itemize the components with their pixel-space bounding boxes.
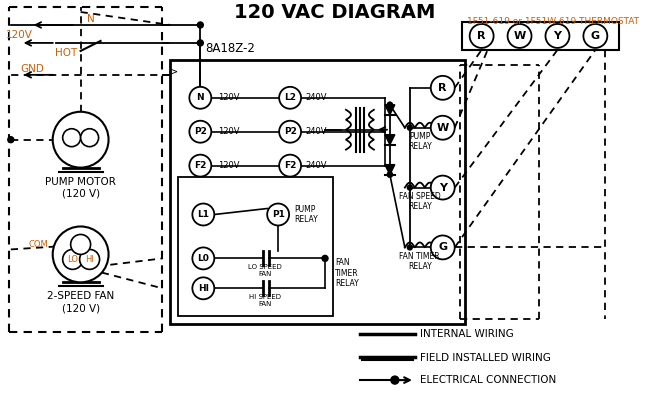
Circle shape bbox=[53, 227, 109, 282]
Text: 240V: 240V bbox=[305, 161, 326, 170]
Circle shape bbox=[387, 172, 393, 177]
Text: N: N bbox=[196, 93, 204, 102]
Polygon shape bbox=[385, 105, 395, 115]
Circle shape bbox=[190, 155, 211, 176]
Circle shape bbox=[407, 245, 412, 250]
Text: ELECTRICAL CONNECTION: ELECTRICAL CONNECTION bbox=[420, 375, 556, 385]
Circle shape bbox=[431, 176, 455, 199]
Text: P2: P2 bbox=[194, 127, 207, 136]
Text: INTERNAL WIRING: INTERNAL WIRING bbox=[420, 329, 513, 339]
Text: FAN
TIMER
RELAY: FAN TIMER RELAY bbox=[335, 259, 358, 288]
Text: F2: F2 bbox=[284, 161, 296, 170]
Text: FAN TIMER
RELAY: FAN TIMER RELAY bbox=[399, 252, 440, 271]
Text: LO: LO bbox=[67, 255, 78, 264]
Text: 120V: 120V bbox=[218, 127, 240, 136]
Circle shape bbox=[63, 129, 80, 147]
Circle shape bbox=[407, 185, 412, 190]
Text: P1: P1 bbox=[272, 210, 285, 219]
Text: LO SPEED
FAN: LO SPEED FAN bbox=[249, 264, 282, 277]
Circle shape bbox=[407, 125, 412, 130]
Circle shape bbox=[508, 24, 531, 48]
Circle shape bbox=[63, 249, 82, 269]
Text: G: G bbox=[591, 31, 600, 41]
Text: 240V: 240V bbox=[305, 93, 326, 102]
Circle shape bbox=[431, 116, 455, 140]
Circle shape bbox=[387, 102, 393, 107]
Text: R: R bbox=[438, 83, 447, 93]
Text: 120V: 120V bbox=[5, 30, 32, 40]
Circle shape bbox=[190, 87, 211, 109]
Text: W: W bbox=[513, 31, 526, 41]
Text: 2-SPEED FAN
(120 V): 2-SPEED FAN (120 V) bbox=[47, 292, 115, 313]
Circle shape bbox=[279, 121, 301, 143]
Bar bbox=[178, 176, 333, 316]
Text: COM: COM bbox=[29, 240, 49, 249]
Text: PUMP
RELAY: PUMP RELAY bbox=[294, 205, 318, 224]
Circle shape bbox=[80, 129, 98, 147]
Text: FIELD INSTALLED WIRING: FIELD INSTALLED WIRING bbox=[420, 353, 551, 363]
Circle shape bbox=[322, 256, 328, 261]
Text: FAN SPEED
RELAY: FAN SPEED RELAY bbox=[399, 192, 441, 211]
Text: R: R bbox=[478, 31, 486, 41]
Text: L2: L2 bbox=[284, 93, 296, 102]
Polygon shape bbox=[385, 165, 395, 175]
Text: >: > bbox=[170, 67, 178, 77]
Text: F2: F2 bbox=[194, 161, 206, 170]
Text: L1: L1 bbox=[198, 210, 209, 219]
Text: 240V: 240V bbox=[305, 127, 326, 136]
Circle shape bbox=[470, 24, 494, 48]
Circle shape bbox=[279, 155, 301, 176]
Circle shape bbox=[70, 235, 90, 254]
Circle shape bbox=[80, 249, 100, 269]
Text: 120V: 120V bbox=[218, 161, 240, 170]
Bar bbox=[170, 60, 465, 324]
Text: HOT: HOT bbox=[54, 48, 77, 58]
Circle shape bbox=[431, 235, 455, 259]
Text: L0: L0 bbox=[198, 254, 209, 263]
Circle shape bbox=[387, 172, 393, 177]
Text: Y: Y bbox=[439, 183, 447, 193]
Circle shape bbox=[545, 24, 570, 48]
Text: 8A18Z-2: 8A18Z-2 bbox=[205, 42, 255, 55]
Circle shape bbox=[431, 76, 455, 100]
Circle shape bbox=[198, 40, 203, 46]
Text: GND: GND bbox=[21, 64, 45, 74]
Text: PUMP
RELAY: PUMP RELAY bbox=[408, 132, 431, 151]
Text: HI SPEED
FAN: HI SPEED FAN bbox=[249, 294, 281, 307]
Circle shape bbox=[584, 24, 607, 48]
Circle shape bbox=[198, 22, 203, 28]
Text: PUMP MOTOR
(120 V): PUMP MOTOR (120 V) bbox=[45, 177, 116, 198]
Circle shape bbox=[190, 121, 211, 143]
Text: HI: HI bbox=[85, 255, 94, 264]
Text: HI: HI bbox=[198, 284, 209, 293]
Bar bbox=[462, 22, 619, 50]
Text: W: W bbox=[437, 123, 449, 133]
Text: N: N bbox=[86, 14, 94, 24]
Circle shape bbox=[192, 248, 214, 269]
Polygon shape bbox=[385, 134, 395, 145]
Text: 1F51-619 or 1F51W-619 THERMOSTAT: 1F51-619 or 1F51W-619 THERMOSTAT bbox=[468, 18, 639, 26]
Circle shape bbox=[192, 277, 214, 299]
Text: Y: Y bbox=[553, 31, 561, 41]
Circle shape bbox=[53, 112, 109, 168]
Text: P2: P2 bbox=[283, 127, 297, 136]
Circle shape bbox=[279, 87, 301, 109]
Circle shape bbox=[267, 204, 289, 225]
Circle shape bbox=[8, 137, 14, 143]
Circle shape bbox=[192, 204, 214, 225]
Circle shape bbox=[391, 376, 399, 384]
Circle shape bbox=[387, 102, 393, 107]
Text: 120 VAC DIAGRAM: 120 VAC DIAGRAM bbox=[234, 3, 436, 21]
Text: G: G bbox=[438, 243, 448, 252]
Text: 120V: 120V bbox=[218, 93, 240, 102]
